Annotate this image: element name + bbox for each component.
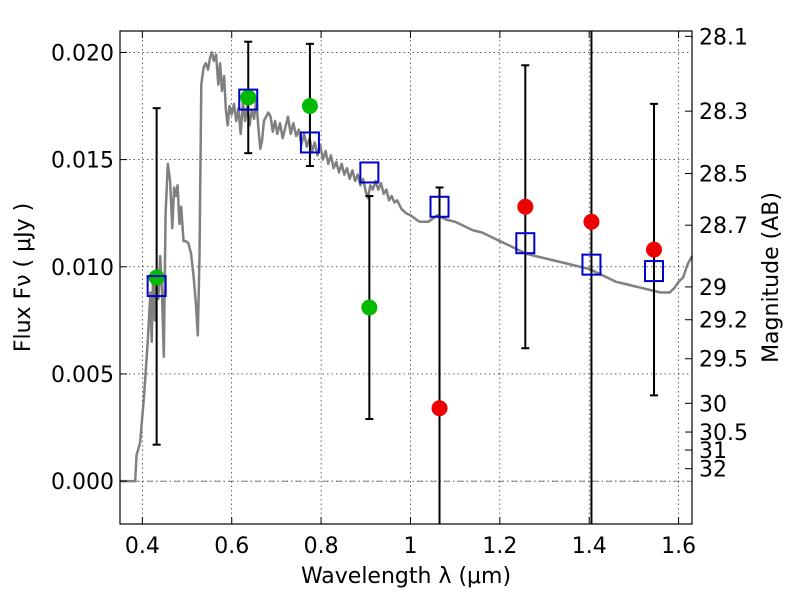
x-tick-label: 0.4 [125, 534, 160, 559]
green-data-point [301, 98, 318, 115]
red-data-point [517, 198, 534, 215]
magnitude-tick-label: 28.5 [699, 163, 748, 188]
magnitude-tick-label: 31 [699, 439, 727, 464]
magnitude-tick-label: 30.5 [699, 421, 748, 446]
magnitude-tick-label: 29 [699, 276, 727, 301]
plot-frame [119, 30, 693, 525]
red-data-point [646, 241, 663, 258]
tick-labels: 0.4 0.6 0.8 1 1.2 1.4 1.6 0.000 0.005 0.010 0.015 0… [51, 25, 748, 559]
model-flux-square [359, 161, 380, 184]
model-flux-square [429, 195, 450, 218]
right-axis-label: Magnitude (AB) [759, 192, 784, 363]
y-tick-label: 0.005 [51, 363, 114, 388]
model-flux-square [238, 88, 259, 111]
model-flux-square [515, 232, 536, 255]
model-flux-square [644, 260, 665, 283]
x-tick-label: 0.8 [304, 534, 339, 559]
model-flux-square [581, 253, 602, 276]
green-data-point [240, 89, 257, 106]
error-bar [435, 186, 444, 524]
y-axis-label: Flux Fν ( μJy ) [11, 203, 36, 352]
x-tick-label: 1.2 [482, 534, 517, 559]
y-tick-label: 0.000 [51, 470, 114, 495]
green-data-point [361, 299, 378, 316]
model-flux-square [146, 275, 167, 298]
y-tick-label: 0.015 [51, 149, 114, 174]
grid-lines [120, 31, 692, 524]
magnitude-tick-label: 28.3 [699, 100, 748, 125]
x-tick-label: 1.6 [661, 534, 696, 559]
red-data-point [583, 213, 600, 230]
magnitude-tick-label: 29.5 [699, 348, 748, 373]
y-tick-label: 0.020 [51, 41, 114, 66]
magnitude-tick-label: 28.1 [699, 25, 748, 50]
tick-marks [120, 31, 692, 524]
series-layer [120, 31, 694, 524]
green-data-point [148, 269, 165, 286]
magnitude-tick-label: 28.7 [699, 214, 748, 239]
y-tick-label: 0.010 [51, 256, 114, 281]
model-spectrum-line [120, 51, 694, 483]
x-axis-label: Wavelength λ (μm) [301, 564, 511, 589]
magnitude-tick-label: 29.2 [699, 309, 748, 334]
x-tick-label: 1.4 [572, 534, 607, 559]
x-tick-label: 0.6 [214, 534, 249, 559]
magnitude-tick-label: 32 [699, 458, 727, 483]
red-data-point [431, 400, 448, 417]
x-tick-label: 1 [403, 534, 417, 559]
model-flux-square [299, 131, 320, 154]
magnitude-tick-label: 30 [699, 392, 727, 417]
